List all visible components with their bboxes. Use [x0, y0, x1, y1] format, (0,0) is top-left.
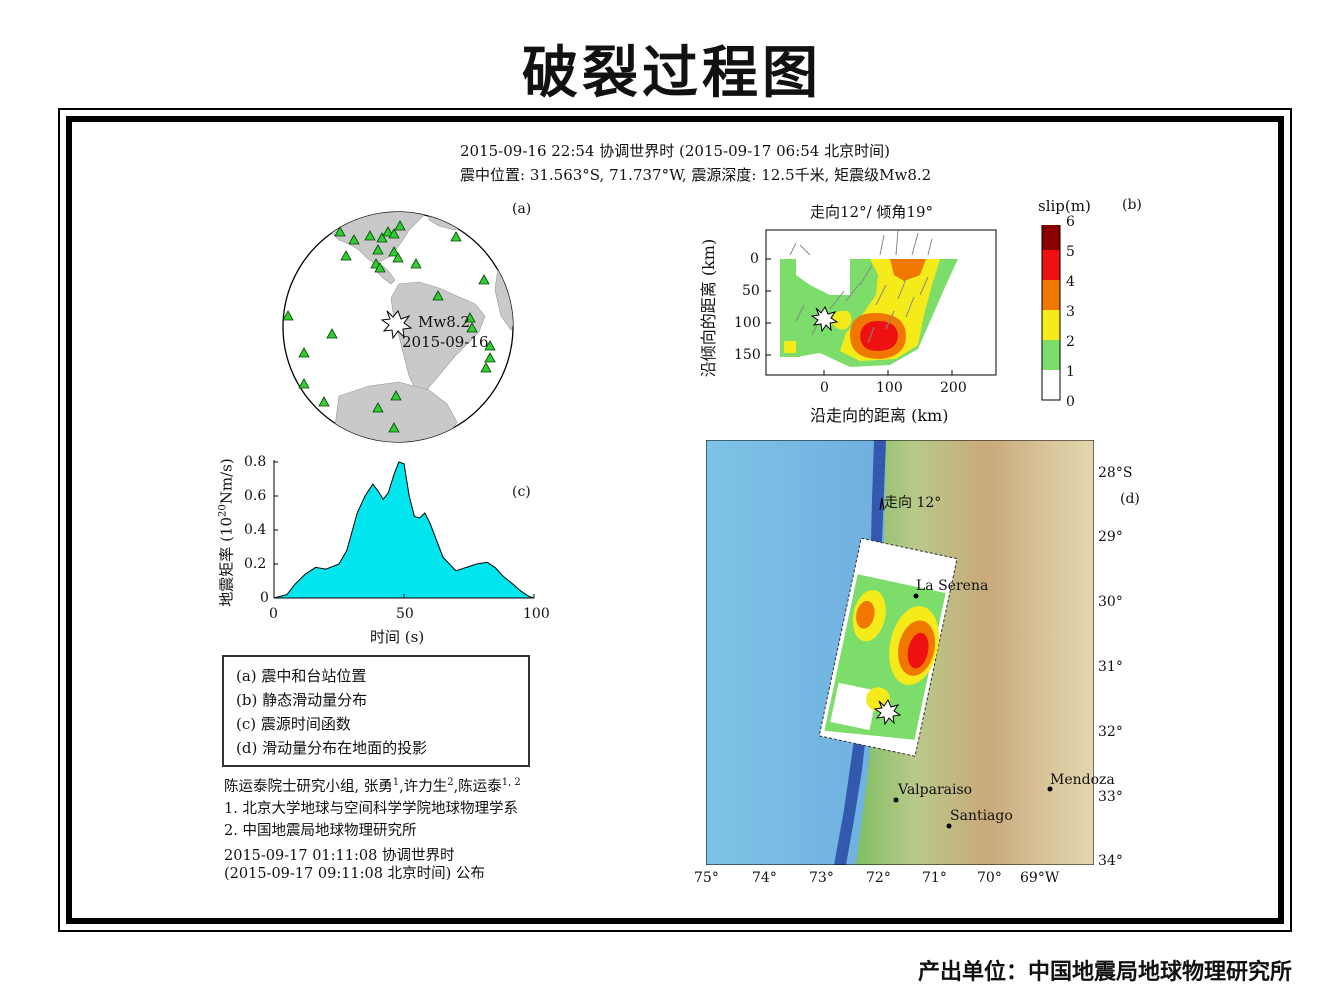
- producer-credit: 产出单位：中国地震局地球物理研究所: [917, 960, 1292, 985]
- moment-rate-chart: [273, 460, 535, 599]
- lon-tick-72: 72°: [866, 870, 891, 886]
- city-valparaiso: Valparaiso: [898, 782, 973, 798]
- b-yaxis-label: 沿倾向的距离 (km): [699, 238, 719, 378]
- lat-tick-33: 33°: [1098, 789, 1123, 805]
- event-date-label: 2015-09-16: [402, 333, 489, 351]
- b-xtick-200: 200: [940, 380, 967, 396]
- city-markers: [893, 593, 1053, 829]
- page-title: 破裂过程图: [522, 41, 822, 106]
- lat-tick-32: 32°: [1098, 724, 1123, 740]
- slip-contours: [780, 259, 958, 367]
- publish-time-utc: 2015-09-17 01:11:08 协调世界时: [224, 848, 455, 864]
- epicenter-star-icon: [380, 310, 413, 340]
- lon-tick-70: 70°: [977, 870, 1002, 886]
- cb-tick-1: 1: [1066, 364, 1075, 380]
- station-globe-map: [282, 211, 514, 443]
- slip-distribution-plot: [765, 225, 1061, 401]
- slip-projection-map: [706, 440, 1094, 865]
- affiliation-1: 1. 北京大学地球与空间科学学院地球物理学系: [224, 801, 518, 817]
- c-xaxis-label: 时间 (s): [370, 628, 425, 646]
- c-ytick-0.6: 0.6: [244, 488, 267, 504]
- b-ytick-100: 100: [734, 315, 761, 331]
- lat-tick-30: 30°: [1098, 594, 1123, 610]
- cb-tick-4: 4: [1066, 274, 1075, 290]
- cb-tick-2: 2: [1066, 334, 1075, 350]
- header-time-line: 2015-09-16 22:54 协调世界时 (2015-09-17 06:54…: [460, 142, 890, 160]
- panel-b-title: 走向12°/ 倾角19°: [810, 203, 933, 221]
- b-ytick-50: 50: [742, 283, 760, 299]
- c-yaxis-label: 地震矩率 (1020Nm/s): [217, 458, 236, 607]
- city-santiago: Santiago: [950, 808, 1013, 824]
- lat-tick-29: 29°: [1098, 529, 1123, 545]
- seismic-stations: [282, 220, 496, 433]
- lat-tick-34: 34°: [1098, 853, 1123, 869]
- outer-frame: [58, 108, 1292, 932]
- strike-label: 走向 12°: [884, 495, 942, 511]
- land: [856, 440, 1094, 865]
- slip-vectors: [789, 230, 933, 344]
- hypocenter-star-icon: [810, 305, 839, 333]
- panel-legend: (a) 震中和台站位置 (b) 静态滑动量分布 (c) 震源时间函数 (d) 滑…: [222, 655, 530, 767]
- event-magnitude-label: Mw8.2: [418, 313, 471, 331]
- panel-c-label: (c): [512, 484, 531, 500]
- affiliation-2: 2. 中国地震局地球物理研究所: [224, 823, 417, 839]
- lon-tick-73: 73°: [809, 870, 834, 886]
- inner-frame: [66, 116, 1284, 924]
- publish-time-beijing: (2015-09-17 09:11:08 北京时间) 公布: [224, 866, 485, 882]
- lon-tick-69w: 69°W: [1020, 870, 1060, 886]
- b-xtick-100: 100: [876, 380, 903, 396]
- cb-tick-6: 6: [1066, 214, 1075, 230]
- lon-tick-71: 71°: [922, 870, 947, 886]
- colorbar-title: slip(m): [1038, 197, 1091, 215]
- panel-a-label: (a): [512, 201, 532, 217]
- c-ytick-0.2: 0.2: [244, 556, 267, 572]
- lat-tick-31: 31°: [1098, 659, 1123, 675]
- c-xtick-0: 0: [269, 606, 278, 622]
- panel-d-label: (d): [1120, 491, 1140, 507]
- legend-item-d: (d) 滑动量分布在地面的投影: [236, 739, 428, 757]
- c-ytick-0.8: 0.8: [244, 454, 267, 470]
- fault-plane-projection: [818, 537, 958, 757]
- legend-item-a: (a) 震中和台站位置: [236, 667, 367, 685]
- lon-tick-75: 75°: [694, 870, 719, 886]
- b-xtick-0: 0: [820, 380, 829, 396]
- c-xtick-50: 50: [396, 606, 414, 622]
- b-xaxis-label: 沿走向的距离 (km): [810, 406, 949, 425]
- header-location-line: 震中位置: 31.563°S, 71.737°W, 震源深度: 12.5千米, …: [460, 166, 932, 184]
- lon-tick-74: 74°: [752, 870, 777, 886]
- lat-tick-28: 28°S: [1098, 465, 1133, 481]
- panel-b-label: (b): [1122, 197, 1142, 213]
- cb-tick-0: 0: [1066, 394, 1075, 410]
- b-ytick-150: 150: [734, 347, 761, 363]
- b-ytick-0: 0: [750, 251, 759, 267]
- city-mendoza: Mendoza: [1050, 772, 1115, 788]
- cb-tick-5: 5: [1066, 244, 1075, 260]
- moment-rate-area: [273, 461, 535, 599]
- c-ytick-0: 0: [260, 590, 269, 606]
- city-la-serena: La Serena: [916, 578, 989, 594]
- map-epicenter-star-icon: [873, 698, 902, 726]
- c-ytick-0.4: 0.4: [244, 522, 267, 538]
- slip-colorbar: [1041, 225, 1061, 401]
- legend-item-b: (b) 静态滑动量分布: [236, 691, 368, 709]
- research-group-credit: 陈运泰院士研究小组, 张勇1,许力生2,陈运泰1, 2: [224, 777, 521, 795]
- strike-arrow-icon: [879, 497, 885, 511]
- c-xtick-100: 100: [523, 606, 550, 622]
- cb-tick-3: 3: [1066, 304, 1075, 320]
- legend-item-c: (c) 震源时间函数: [236, 715, 351, 733]
